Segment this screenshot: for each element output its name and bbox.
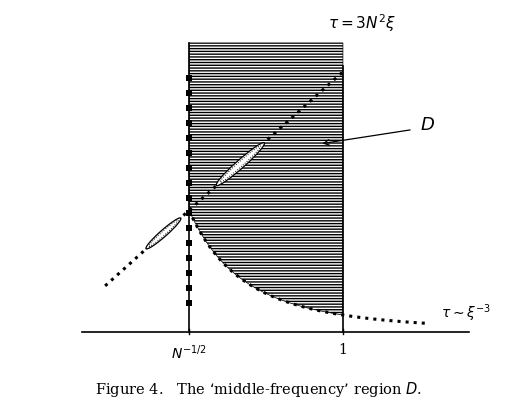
Ellipse shape xyxy=(216,142,265,186)
Text: 1: 1 xyxy=(338,343,348,357)
Text: $\tau = 3N^2\xi$: $\tau = 3N^2\xi$ xyxy=(327,13,396,34)
Text: $\tau \sim \xi^{-3}$: $\tau \sim \xi^{-3}$ xyxy=(441,302,491,324)
Text: $N^{-1/2}$: $N^{-1/2}$ xyxy=(171,343,207,362)
Text: $D$: $D$ xyxy=(420,116,435,134)
Ellipse shape xyxy=(146,218,181,249)
Text: Figure 4.   The ‘middle-frequency’ region $D$.: Figure 4. The ‘middle-frequency’ region … xyxy=(95,380,423,399)
